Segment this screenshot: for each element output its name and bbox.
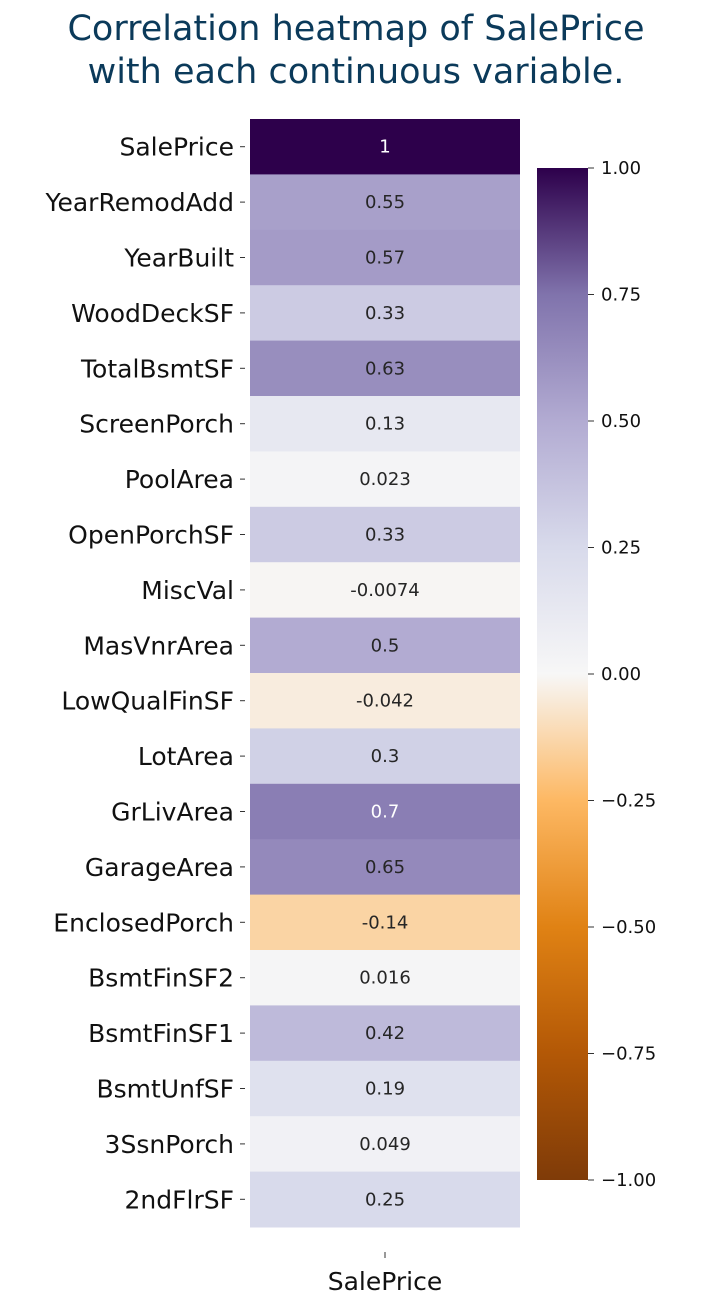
heatmap-cell bbox=[250, 617, 520, 674]
cell-annotation: 0.3 bbox=[371, 746, 400, 767]
colorbar-tick-label: −0.25 bbox=[601, 791, 656, 812]
x-tick-label: SalePrice bbox=[328, 1267, 443, 1296]
cell-annotation: 0.57 bbox=[365, 248, 405, 269]
cell-annotation: 0.25 bbox=[365, 1189, 405, 1210]
row-label: LowQualFinSF bbox=[61, 687, 234, 716]
colorbar: 1.00 0.75 0.50 0.25 0.00 −0.25 −0.50 −0.75 −1.00 bbox=[537, 158, 656, 1191]
colorbar-tick-label: −0.50 bbox=[601, 917, 656, 938]
cell-annotation: 0.33 bbox=[365, 303, 405, 324]
colorbar-tick-label: −0.75 bbox=[601, 1044, 656, 1065]
heatmap-cell bbox=[250, 340, 520, 397]
row-label: TotalBsmtSF bbox=[80, 354, 234, 383]
heatmap-cell bbox=[250, 728, 520, 785]
cell-annotation: 0.5 bbox=[371, 635, 400, 656]
row-label: MasVnrArea bbox=[83, 631, 234, 660]
chart-title: Correlation heatmap of SalePrice with ea… bbox=[67, 9, 645, 92]
cell-annotation: 0.55 bbox=[365, 192, 405, 213]
heatmap-cell bbox=[250, 285, 520, 342]
colorbar-tick-label: 0.25 bbox=[601, 538, 641, 559]
heatmap-cell bbox=[250, 839, 520, 896]
cell-annotation: -0.0074 bbox=[350, 580, 419, 601]
heatmap-cell bbox=[250, 1005, 520, 1062]
row-label: YearRemodAdd bbox=[45, 188, 234, 217]
row-label: LotArea bbox=[138, 742, 234, 771]
colorbar-tick-label: 0.75 bbox=[601, 285, 641, 306]
cell-annotation: 0.33 bbox=[365, 525, 405, 546]
heatmap-cell bbox=[250, 174, 520, 231]
cell-annotation: 0.7 bbox=[371, 802, 400, 823]
heatmap-cell bbox=[250, 229, 520, 286]
row-labels: SalePrice YearRemodAdd YearBuilt WoodDeckSF… bbox=[45, 133, 245, 1214]
row-label: OpenPorchSF bbox=[68, 521, 234, 550]
colorbar-tick-label: 0.00 bbox=[601, 664, 641, 685]
colorbar-tick-label: 0.50 bbox=[601, 411, 641, 432]
cell-annotation: -0.042 bbox=[356, 691, 414, 712]
row-label: MiscVal bbox=[141, 576, 234, 605]
row-label: ScreenPorch bbox=[79, 410, 234, 439]
heatmap-cell bbox=[250, 506, 520, 563]
row-label: WoodDeckSF bbox=[71, 299, 234, 328]
cell-annotation: 0.13 bbox=[365, 414, 405, 435]
cell-annotation: -0.14 bbox=[362, 912, 409, 933]
cell-annotation: 0.63 bbox=[365, 358, 405, 379]
heatmap-cell bbox=[250, 673, 520, 729]
row-label: BsmtFinSF1 bbox=[88, 1019, 234, 1048]
row-label: GrLivArea bbox=[111, 798, 234, 827]
row-label: 2ndFlrSF bbox=[125, 1185, 234, 1214]
row-label: EnclosedPorch bbox=[53, 908, 234, 937]
cell-annotation: 0.023 bbox=[359, 469, 411, 490]
cell-annotation: 0.42 bbox=[365, 1023, 405, 1044]
cell-annotation: 1 bbox=[379, 137, 390, 158]
cell-annotation: 0.016 bbox=[359, 968, 411, 989]
heatmap-cell bbox=[250, 1171, 520, 1228]
heatmap-cell bbox=[250, 451, 520, 508]
heatmap-cells: 1 0.55 0.57 0.33 0.63 0.13 0.023 0.33 -0.0074 0.5… bbox=[250, 119, 520, 1228]
row-label: BsmtFinSF2 bbox=[88, 964, 234, 993]
x-axis: SalePrice bbox=[328, 1252, 443, 1296]
heatmap-cell bbox=[250, 119, 520, 175]
row-label: GarageArea bbox=[85, 853, 234, 882]
heatmap-cell bbox=[250, 562, 520, 619]
heatmap-cell bbox=[250, 783, 520, 840]
row-label: YearBuilt bbox=[123, 244, 234, 273]
row-label: BsmtUnfSF bbox=[96, 1075, 234, 1104]
cell-annotation: 0.65 bbox=[365, 857, 405, 878]
cell-annotation: 0.049 bbox=[359, 1134, 411, 1155]
heatmap-cell bbox=[250, 894, 520, 951]
cell-annotation: 0.19 bbox=[365, 1079, 405, 1100]
row-label: 3SsnPorch bbox=[105, 1130, 234, 1159]
heatmap-cell bbox=[250, 396, 520, 452]
colorbar-tick-label: 1.00 bbox=[601, 158, 641, 179]
row-label: SalePrice bbox=[119, 133, 234, 162]
heatmap-cell bbox=[250, 950, 520, 1006]
colorbar-tick-label: −1.00 bbox=[601, 1170, 656, 1191]
heatmap-cell bbox=[250, 1060, 520, 1117]
row-label: PoolArea bbox=[125, 465, 234, 494]
colorbar-scale bbox=[537, 168, 588, 1180]
heatmap-cell bbox=[250, 1116, 520, 1173]
